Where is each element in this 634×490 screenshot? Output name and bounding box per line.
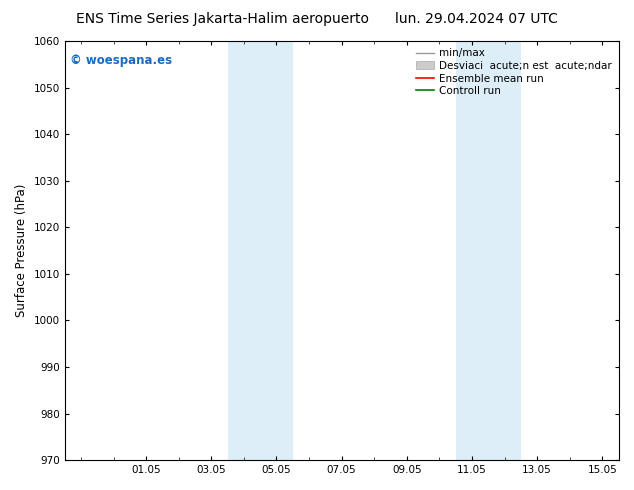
Bar	[228, 41, 293, 460]
Text: ENS Time Series Jakarta-Halim aeropuerto: ENS Time Series Jakarta-Halim aeropuerto	[76, 12, 369, 26]
Text: © woespana.es: © woespana.es	[70, 53, 172, 67]
Y-axis label: Surface Pressure (hPa): Surface Pressure (hPa)	[15, 184, 28, 318]
Legend: min/max, Desviaci  acute;n est  acute;ndar, Ensemble mean run, Controll run: min/max, Desviaci acute;n est acute;ndar…	[413, 46, 613, 98]
Bar	[456, 41, 521, 460]
Text: lun. 29.04.2024 07 UTC: lun. 29.04.2024 07 UTC	[395, 12, 558, 26]
